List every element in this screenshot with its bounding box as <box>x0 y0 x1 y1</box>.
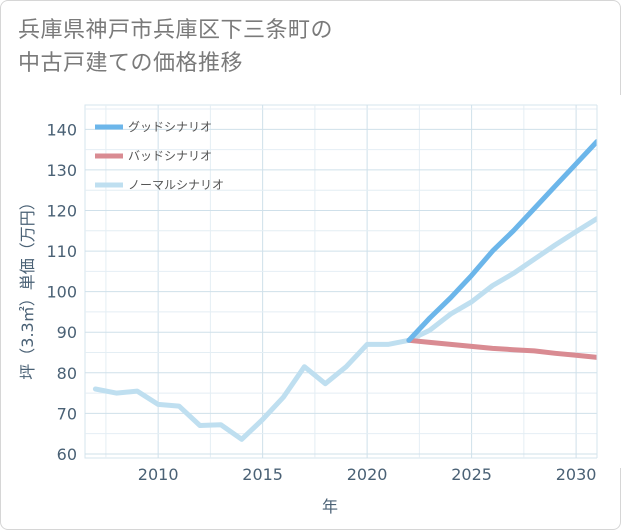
x-tick-label: 2015 <box>242 465 283 484</box>
series-line-2 <box>92 216 600 442</box>
chart-title: 兵庫県神戸市兵庫区下三条町の 中古戸建ての価格推移 <box>18 14 333 80</box>
y-tick-label: 70 <box>57 404 77 423</box>
y-tick-label: 60 <box>57 445 77 464</box>
x-tick-label: 2020 <box>347 465 388 484</box>
y-tick-label: 90 <box>57 323 77 342</box>
tick-labels: 60 70 80 90 100 110 120 130 140 2010 2015 2020 2025 2… <box>46 120 596 484</box>
legend-label-1: バッドシナリオ <box>128 149 212 163</box>
y-tick-label: 80 <box>57 364 77 383</box>
y-tick-label: 100 <box>46 283 77 302</box>
y-axis-label: 坪（3.3㎡）単価（万円） <box>18 194 37 379</box>
grid-lines <box>84 104 598 459</box>
series-line-0 <box>406 139 600 343</box>
y-tick-label: 130 <box>46 161 77 180</box>
x-tick-label: 2025 <box>451 465 492 484</box>
legend-label-0: グッドシナリオ <box>128 120 212 134</box>
x-tick-label: 2010 <box>138 465 179 484</box>
chart-title-line-2: 中古戸建ての価格推移 <box>18 51 244 76</box>
x-tick-label: 2030 <box>556 465 597 484</box>
y-tick-label: 120 <box>46 201 77 220</box>
y-tick-label: 110 <box>46 242 77 261</box>
series-lines <box>92 95 621 468</box>
legend-label-2: ノーマルシナリオ <box>128 178 224 192</box>
series-line-1 <box>406 337 600 360</box>
plot-right-mask <box>597 95 621 468</box>
x-axis-label: 年 <box>322 497 338 516</box>
chart-title-line-1: 兵庫県神戸市兵庫区下三条町の <box>18 18 334 43</box>
y-tick-label: 140 <box>46 120 77 139</box>
